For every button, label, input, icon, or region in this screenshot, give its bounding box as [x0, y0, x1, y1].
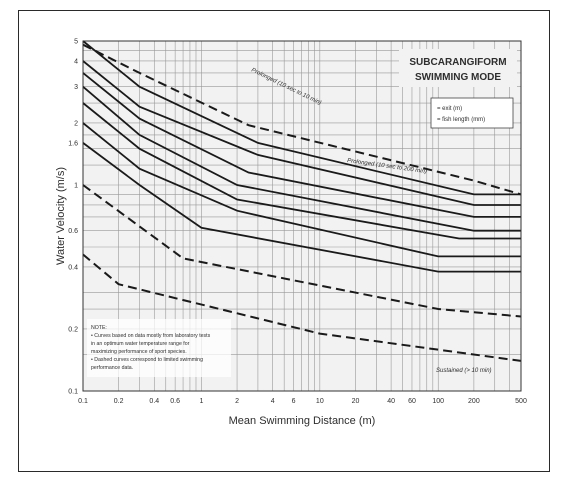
x-tick-label: 100 — [432, 398, 444, 405]
legend-box — [430, 97, 514, 129]
series-line-5 — [82, 102, 521, 240]
series-line-7 — [82, 142, 521, 273]
x-tick-label: 10 — [316, 398, 324, 405]
x-tick-label: 200 — [468, 398, 480, 405]
annotation-sustained: Sustained (> 10 min) — [436, 368, 492, 374]
note-line-4: maximizing performance of sport species. — [91, 349, 187, 355]
x-tick-label: 20 — [352, 398, 360, 405]
y-axis-label: Water Velocity (m/s) — [55, 167, 67, 265]
series-line-10 — [82, 253, 522, 362]
y-tick-label: 0.1 — [68, 389, 78, 396]
note-line-1: NOTE: — [91, 325, 107, 331]
y-tick-label: 0.6 — [68, 228, 78, 235]
series-line-3 — [82, 72, 521, 218]
note-line-3: in an optimum water temperature range fo… — [91, 341, 190, 347]
x-tick-label: 0.6 — [170, 398, 180, 405]
y-tick-label: 1.6 — [68, 140, 78, 147]
chart-subtitle: SWIMMING MODE — [415, 72, 501, 83]
chart-title: SUBCARANGIFORM — [409, 57, 506, 68]
x-tick-label: 40 — [387, 398, 395, 405]
x-tick-label: 0.2 — [114, 398, 124, 405]
x-tick-label: 6 — [292, 398, 296, 405]
series-layer — [82, 40, 522, 362]
legend-entry-exit: = exit (m) — [437, 106, 462, 112]
series-line-1 — [82, 40, 521, 196]
x-tick-label: 0.1 — [78, 398, 88, 405]
note-box — [87, 319, 231, 377]
y-tick-label: 2 — [74, 120, 78, 127]
y-tick-label: 5 — [74, 39, 78, 46]
series-line-6 — [82, 122, 521, 258]
x-tick-label: 500 — [515, 398, 527, 405]
note-line-6: performance data. — [91, 365, 133, 371]
note-line-5: • Dashed curves correspond to limited sw… — [91, 357, 203, 363]
y-tick-label: 0.4 — [68, 264, 78, 271]
y-tick-label: 0.2 — [68, 326, 78, 333]
x-tick-label: 0.4 — [149, 398, 159, 405]
y-tick-label: 3 — [74, 84, 78, 91]
y-tick-label: 1 — [74, 182, 78, 189]
legend-entry-fish-length: = fish length (mm) — [437, 117, 485, 123]
note-line-2: • Curves based on data mostly from labor… — [91, 333, 211, 339]
x-tick-label: 1 — [199, 398, 203, 405]
series-line-2 — [82, 60, 521, 206]
x-axis-label: Mean Swimming Distance (m) — [229, 415, 376, 427]
series-line-4 — [82, 86, 521, 232]
plot-border — [82, 40, 522, 392]
series-line-9 — [82, 184, 522, 318]
series-line-8 — [82, 43, 522, 196]
figure-frame: 0.1 0.2 0.4 0.6 1 2 4 6 10 20 40 60 100 200 500 0.1 0.2 0… — [18, 10, 550, 472]
x-tick-label: 2 — [235, 398, 239, 405]
title-box — [399, 49, 517, 87]
chart-svg: 0.1 0.2 0.4 0.6 1 2 4 6 10 20 40 60 100 200 500 0.1 0.2 0… — [51, 31, 531, 446]
x-tick-label: 4 — [271, 398, 275, 405]
tick-labels: 0.1 0.2 0.4 0.6 1 2 4 6 10 20 40 60 100 200 500 0.1 0.2 0… — [68, 39, 527, 406]
x-tick-label: 60 — [408, 398, 416, 405]
y-tick-label: 4 — [74, 58, 78, 65]
